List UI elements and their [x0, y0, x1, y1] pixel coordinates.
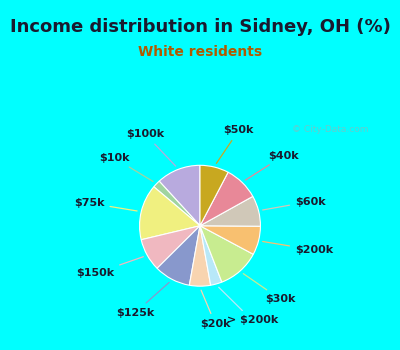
Wedge shape — [154, 181, 200, 226]
Text: $75k: $75k — [74, 198, 137, 211]
Text: $60k: $60k — [263, 196, 326, 210]
Text: $10k: $10k — [99, 153, 153, 181]
Text: White residents: White residents — [138, 46, 262, 60]
Text: $30k: $30k — [243, 274, 296, 304]
Text: $50k: $50k — [216, 126, 254, 163]
Text: © City-Data.com: © City-Data.com — [292, 125, 368, 134]
Text: $150k: $150k — [76, 257, 143, 279]
Text: $200k: $200k — [263, 241, 333, 255]
Text: > $200k: > $200k — [219, 287, 278, 325]
Wedge shape — [157, 226, 200, 285]
Wedge shape — [200, 165, 228, 226]
Wedge shape — [200, 196, 260, 226]
Wedge shape — [189, 226, 211, 286]
Wedge shape — [141, 226, 200, 268]
Wedge shape — [200, 172, 253, 226]
Text: $20k: $20k — [200, 290, 230, 329]
Wedge shape — [200, 226, 253, 282]
Text: $125k: $125k — [116, 282, 169, 317]
Wedge shape — [200, 226, 260, 254]
Wedge shape — [200, 226, 222, 285]
Text: $100k: $100k — [126, 129, 176, 166]
Text: $40k: $40k — [246, 150, 299, 180]
Wedge shape — [140, 187, 200, 240]
Text: Income distribution in Sidney, OH (%): Income distribution in Sidney, OH (%) — [10, 18, 390, 35]
Wedge shape — [159, 165, 200, 226]
